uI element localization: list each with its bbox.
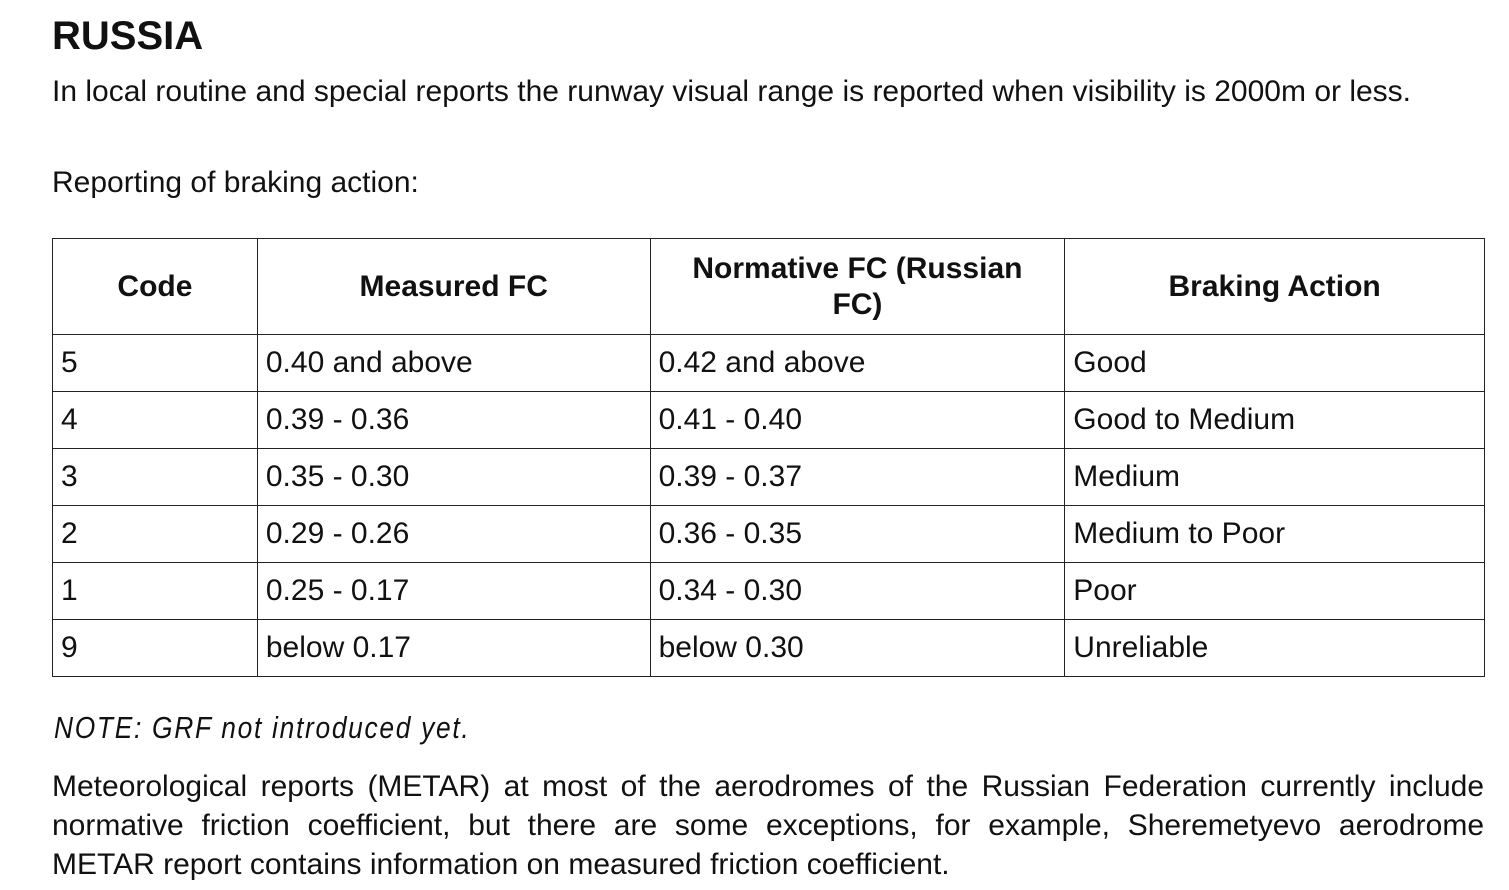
cell-braking-action: Medium <box>1064 448 1485 506</box>
cell-measured-fc: 0.39 - 0.36 <box>256 391 651 449</box>
cell-measured-fc: 0.25 - 0.17 <box>256 562 651 620</box>
table-row: 4 0.39 - 0.36 0.41 - 0.40 Good to Medium <box>52 391 1485 449</box>
header-braking-action: Braking Action <box>1064 238 1485 335</box>
cell-normative-fc: 0.36 - 0.35 <box>649 505 1066 563</box>
page-title: RUSSIA <box>52 14 204 58</box>
cell-code: 5 <box>52 334 258 392</box>
header-measured-fc: Measured FC <box>256 238 651 335</box>
intro-paragraph: In local routine and special reports the… <box>52 75 1412 108</box>
cell-braking-action: Poor <box>1064 562 1485 620</box>
cell-measured-fc: below 0.17 <box>256 619 651 677</box>
cell-normative-fc: below 0.30 <box>649 619 1066 677</box>
braking-label: Reporting of braking action: <box>52 166 419 199</box>
cell-normative-fc: 0.39 - 0.37 <box>649 448 1066 506</box>
closing-paragraph: Meteorological reports (METAR) at most o… <box>52 770 1484 881</box>
cell-code: 9 <box>52 619 258 677</box>
cell-normative-fc: 0.34 - 0.30 <box>649 562 1066 620</box>
cell-measured-fc: 0.35 - 0.30 <box>256 448 651 506</box>
header-code: Code <box>52 238 258 335</box>
cell-code: 4 <box>52 391 258 449</box>
cell-normative-fc: 0.41 - 0.40 <box>649 391 1066 449</box>
cell-measured-fc: 0.40 and above <box>256 334 651 392</box>
cell-normative-fc: 0.42 and above <box>649 334 1066 392</box>
cell-measured-fc: 0.29 - 0.26 <box>256 505 651 563</box>
table-row: 2 0.29 - 0.26 0.36 - 0.35 Medium to Poor <box>52 505 1485 563</box>
cell-code: 2 <box>52 505 258 563</box>
table-row: 3 0.35 - 0.30 0.39 - 0.37 Medium <box>52 448 1485 506</box>
table-header-row: Code Measured FC Normative FC (Russian F… <box>52 238 1485 335</box>
braking-action-table: Code Measured FC Normative FC (Russian F… <box>52 238 1485 677</box>
note: NOTE: GRF not introduced yet. <box>54 710 471 745</box>
cell-braking-action: Unreliable <box>1064 619 1485 677</box>
cell-braking-action: Good to Medium <box>1064 391 1485 449</box>
cell-braking-action: Medium to Poor <box>1064 505 1485 563</box>
cell-braking-action: Good <box>1064 334 1485 392</box>
cell-code: 1 <box>52 562 258 620</box>
header-normative-fc: Normative FC (Russian FC) <box>649 238 1066 335</box>
table-row: 9 below 0.17 below 0.30 Unreliable <box>52 619 1485 677</box>
cell-code: 3 <box>52 448 258 506</box>
table-row: 5 0.40 and above 0.42 and above Good <box>52 334 1485 392</box>
table-row: 1 0.25 - 0.17 0.34 - 0.30 Poor <box>52 562 1485 620</box>
